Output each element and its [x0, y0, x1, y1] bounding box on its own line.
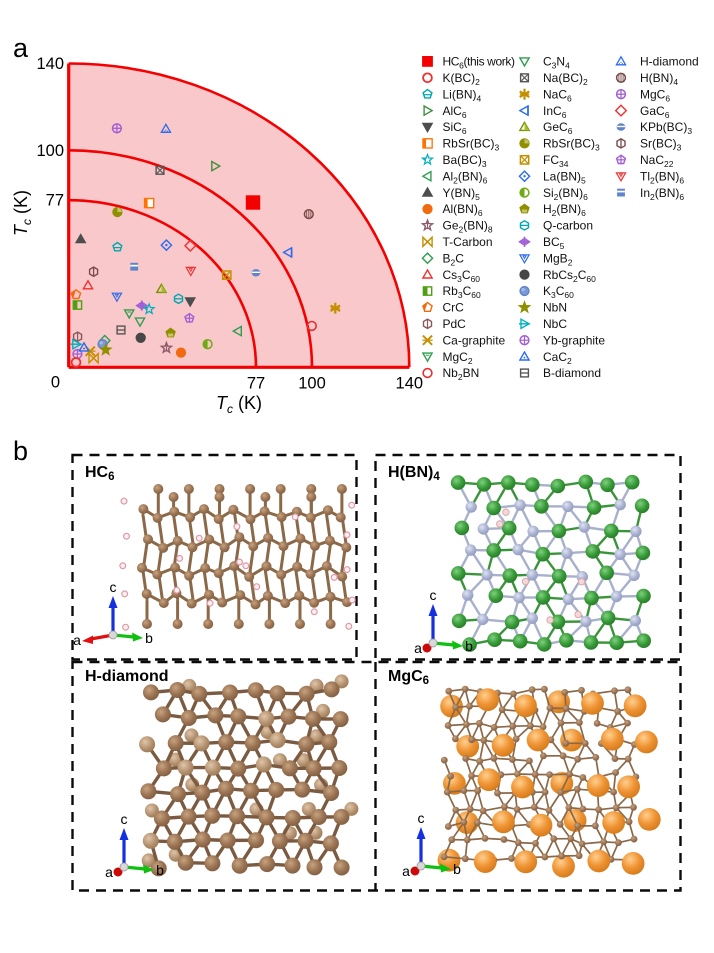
svg-text:Nb2BN: Nb2BN — [443, 366, 480, 382]
svg-text:BC5: BC5 — [543, 235, 565, 251]
svg-text:MgC6: MgC6 — [388, 668, 429, 687]
svg-text:InC6: InC6 — [543, 104, 567, 120]
svg-text:La(BN)5: La(BN)5 — [543, 169, 586, 185]
svg-text:CaC2: CaC2 — [543, 350, 572, 366]
svg-text:NaC6: NaC6 — [543, 87, 572, 103]
svg-text:100: 100 — [298, 374, 326, 392]
svg-text:77: 77 — [247, 374, 265, 392]
svg-text:B2C: B2C — [443, 251, 465, 267]
svg-text:b: b — [453, 861, 461, 877]
svg-text:RbSr(BC)3: RbSr(BC)3 — [443, 137, 500, 153]
svg-text:H-diamond: H-diamond — [640, 55, 699, 69]
svg-text:MgB2: MgB2 — [543, 251, 573, 267]
svg-text:b: b — [13, 436, 28, 466]
svg-text:77: 77 — [46, 192, 64, 210]
svg-text:Rb3C60: Rb3C60 — [443, 284, 481, 300]
svg-text:NaC22: NaC22 — [640, 153, 674, 169]
svg-text:Al(BN)6: Al(BN)6 — [443, 202, 483, 218]
svg-text:Cs3C60: Cs3C60 — [443, 268, 481, 284]
svg-text:a: a — [105, 864, 113, 880]
svg-text:c: c — [418, 810, 425, 826]
svg-text:H(BN)4: H(BN)4 — [388, 464, 440, 483]
svg-text:HC6: HC6 — [85, 464, 115, 483]
svg-text:Y(BN)5: Y(BN)5 — [443, 186, 481, 202]
svg-text:Na(BC)2: Na(BC)2 — [543, 71, 588, 87]
svg-text:C3N4: C3N4 — [543, 55, 570, 71]
svg-text:Al2(BN)6: Al2(BN)6 — [443, 169, 488, 185]
svg-text:Li(BN)4: Li(BN)4 — [443, 87, 482, 103]
svg-text:Tc (K): Tc (K) — [11, 190, 34, 236]
svg-text:Tl2(BN)6: Tl2(BN)6 — [640, 169, 684, 185]
svg-text:Yb-graphite: Yb-graphite — [543, 333, 605, 347]
svg-text:Sr(BC)3: Sr(BC)3 — [640, 137, 682, 153]
svg-text:Tc (K): Tc (K) — [216, 393, 262, 416]
svg-text:KPb(BC)3: KPb(BC)3 — [640, 120, 692, 136]
svg-text:GaC6: GaC6 — [640, 104, 670, 120]
svg-text:a: a — [73, 632, 81, 648]
svg-text:100: 100 — [36, 142, 64, 160]
svg-text:RbCs2C60: RbCs2C60 — [543, 268, 596, 284]
svg-text:b: b — [145, 630, 153, 646]
svg-text:0: 0 — [51, 373, 60, 391]
svg-text:c: c — [110, 579, 117, 595]
svg-text:In2(BN)6: In2(BN)6 — [640, 186, 684, 202]
svg-text:H-diamond: H-diamond — [85, 668, 169, 685]
svg-text:c: c — [121, 811, 128, 827]
svg-text:Ge2(BN)8: Ge2(BN)8 — [443, 219, 493, 235]
svg-text:RbSr(BC)3: RbSr(BC)3 — [543, 137, 600, 153]
svg-text:FC34: FC34 — [543, 153, 569, 169]
svg-text:b: b — [465, 638, 473, 654]
svg-text:NbN: NbN — [543, 301, 567, 315]
svg-text:SiC6: SiC6 — [443, 120, 467, 136]
svg-text:Si2(BN)6: Si2(BN)6 — [543, 186, 588, 202]
svg-text:GeC6: GeC6 — [543, 120, 573, 136]
svg-text:H2(BN)6: H2(BN)6 — [543, 202, 586, 218]
svg-text:140: 140 — [396, 374, 424, 392]
svg-text:CrC: CrC — [443, 301, 465, 315]
svg-text:NbC: NbC — [543, 317, 567, 331]
svg-text:K(BC)2: K(BC)2 — [443, 71, 481, 87]
svg-text:Ca-graphite: Ca-graphite — [443, 333, 506, 347]
svg-text:c: c — [430, 587, 437, 603]
svg-text:a: a — [414, 640, 422, 656]
svg-text:140: 140 — [36, 55, 64, 73]
svg-text:MgC6: MgC6 — [640, 87, 670, 103]
svg-text:a: a — [402, 863, 410, 879]
svg-text:a: a — [13, 33, 29, 63]
svg-text:H(BN)4: H(BN)4 — [640, 71, 678, 87]
svg-text:Q-carbon: Q-carbon — [543, 219, 593, 233]
svg-text:b: b — [156, 862, 164, 878]
svg-text:PdC: PdC — [443, 317, 467, 331]
svg-text:HC6(this work): HC6(this work) — [443, 55, 515, 71]
svg-text:Ba(BC)3: Ba(BC)3 — [443, 153, 487, 169]
svg-text:T-Carbon: T-Carbon — [443, 235, 493, 249]
svg-text:B-diamond: B-diamond — [543, 366, 601, 380]
svg-text:K3C60: K3C60 — [543, 284, 574, 300]
svg-text:AlC6: AlC6 — [443, 104, 467, 120]
svg-text:MgC2: MgC2 — [443, 350, 473, 366]
